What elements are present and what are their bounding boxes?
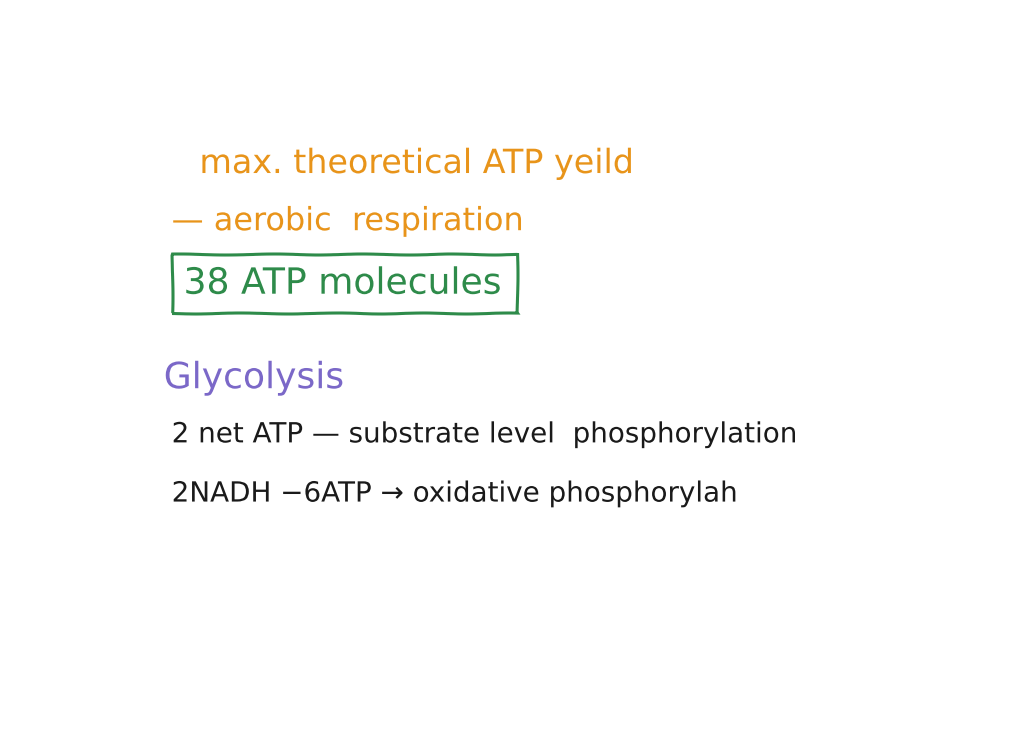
Bar [172,254,517,313]
Text: 38 ATP molecules: 38 ATP molecules [183,266,502,301]
Text: 2 net ATP — substrate level  phosphorylation: 2 net ATP — substrate level phosphorylat… [172,420,797,449]
Text: 2NADH −6ATP → oxidative phosphorylah: 2NADH −6ATP → oxidative phosphorylah [172,479,737,507]
Text: Glycolysis: Glycolysis [164,361,344,395]
Text: — aerobic  respiration: — aerobic respiration [172,206,524,237]
Text: max. theoretical ATP yeild: max. theoretical ATP yeild [200,147,635,180]
